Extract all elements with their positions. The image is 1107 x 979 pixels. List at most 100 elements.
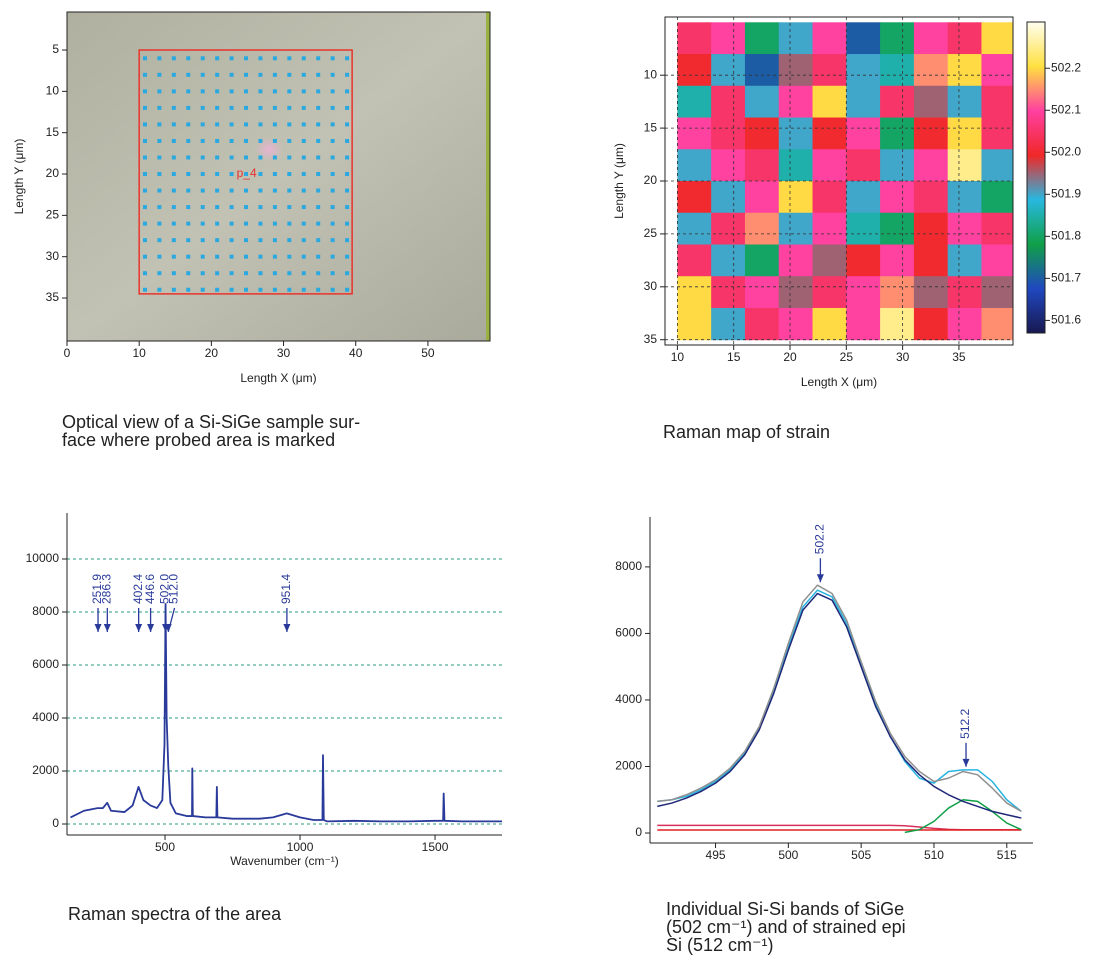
heat-cell bbox=[744, 22, 780, 55]
probe-point bbox=[186, 188, 191, 193]
y-tick-label: 10000 bbox=[26, 551, 60, 565]
probe-point bbox=[186, 238, 191, 243]
probe-point bbox=[157, 254, 162, 259]
x-axis-label: Length X (μm) bbox=[240, 371, 316, 385]
probe-point bbox=[330, 138, 335, 143]
series-line bbox=[657, 824, 1022, 831]
peak-label: 286.3 bbox=[99, 574, 113, 604]
heat-cell bbox=[812, 22, 847, 55]
probe-point bbox=[244, 72, 249, 77]
x-tick-label: 30 bbox=[277, 346, 291, 360]
probe-point bbox=[345, 72, 350, 77]
heat-cell bbox=[778, 276, 814, 309]
probe-point bbox=[316, 89, 321, 94]
y-tick-label: 4000 bbox=[32, 710, 59, 724]
probe-point bbox=[272, 271, 277, 276]
probe-point bbox=[244, 188, 249, 193]
x-tick-label: 25 bbox=[840, 350, 854, 364]
probe-point bbox=[200, 254, 205, 259]
series-line bbox=[657, 592, 1022, 819]
annotation: p_4 bbox=[237, 166, 257, 180]
colorbar-tick-label: 502.1 bbox=[1051, 102, 1081, 116]
series-line bbox=[657, 589, 1022, 812]
y-tick-label: 30 bbox=[46, 249, 60, 263]
heat-cell bbox=[947, 117, 982, 150]
heat-cell bbox=[981, 54, 1013, 87]
probe-point bbox=[287, 221, 292, 226]
probe-point bbox=[272, 155, 277, 160]
probe-point bbox=[316, 155, 321, 160]
probe-point bbox=[330, 56, 335, 61]
probe-point bbox=[186, 138, 191, 143]
heat-cell bbox=[846, 22, 881, 55]
probe-point bbox=[157, 56, 162, 61]
probe-point bbox=[186, 56, 191, 61]
probe-point bbox=[345, 155, 350, 160]
probe-point bbox=[229, 72, 234, 77]
caption: (502 cm⁻¹) and of strained epi bbox=[666, 917, 906, 937]
probe-point bbox=[272, 138, 277, 143]
x-tick-label: 20 bbox=[205, 346, 219, 360]
heat-cell bbox=[880, 22, 915, 55]
probe-point bbox=[258, 205, 263, 210]
probe-point bbox=[301, 287, 306, 292]
probe-point bbox=[316, 271, 321, 276]
heat-cell bbox=[913, 22, 949, 55]
probe-point bbox=[200, 287, 205, 292]
probe-point bbox=[215, 221, 220, 226]
probe-point bbox=[157, 172, 162, 177]
heat-cell bbox=[711, 307, 746, 341]
probe-point bbox=[258, 138, 263, 143]
peak-arrowhead bbox=[147, 624, 155, 632]
heat-cell bbox=[677, 212, 712, 245]
heat-cell bbox=[913, 276, 949, 309]
peak-label: 512.0 bbox=[167, 574, 181, 604]
series-line bbox=[70, 603, 502, 823]
heat-cell bbox=[711, 22, 746, 55]
probe-point bbox=[229, 271, 234, 276]
heat-cell bbox=[677, 54, 712, 87]
heat-cell bbox=[846, 117, 881, 150]
probe-point bbox=[229, 89, 234, 94]
colorbar bbox=[1026, 21, 1046, 334]
heat-cell bbox=[913, 244, 949, 277]
probe-point bbox=[330, 172, 335, 177]
heat-cell bbox=[677, 117, 712, 150]
probe-point bbox=[157, 89, 162, 94]
probe-point bbox=[301, 238, 306, 243]
heat-cell bbox=[880, 244, 915, 277]
probe-point bbox=[345, 122, 350, 127]
plot-area bbox=[657, 584, 1022, 834]
heat-cell bbox=[846, 276, 881, 309]
probe-point bbox=[215, 287, 220, 292]
probe-point bbox=[244, 56, 249, 61]
heat-cell bbox=[744, 181, 780, 214]
caption: Si (512 cm⁻¹) bbox=[666, 935, 774, 955]
heat-cell bbox=[981, 149, 1013, 182]
probe-point bbox=[258, 188, 263, 193]
peak-arrowhead bbox=[103, 624, 111, 632]
peak-arrowhead bbox=[164, 624, 172, 632]
heat-cell bbox=[846, 307, 881, 341]
x-tick-label: 510 bbox=[924, 848, 944, 862]
heat-cell bbox=[812, 244, 847, 277]
x-tick-label: 0 bbox=[64, 346, 71, 360]
probe-point bbox=[171, 172, 176, 177]
probe-point bbox=[171, 205, 176, 210]
probe-point bbox=[272, 287, 277, 292]
probe-point bbox=[186, 271, 191, 276]
probe-point bbox=[157, 188, 162, 193]
x-tick-label: 10 bbox=[671, 350, 685, 364]
probe-point bbox=[200, 188, 205, 193]
y-tick-label: 25 bbox=[644, 226, 658, 240]
x-tick-label: 20 bbox=[783, 350, 797, 364]
probe-point bbox=[186, 221, 191, 226]
probe-point bbox=[287, 205, 292, 210]
probe-point bbox=[345, 188, 350, 193]
probe-point bbox=[258, 72, 263, 77]
probe-point bbox=[215, 271, 220, 276]
heat-cell bbox=[711, 149, 746, 182]
heat-cell bbox=[880, 276, 915, 309]
probe-point bbox=[345, 287, 350, 292]
probe-point bbox=[345, 56, 350, 61]
